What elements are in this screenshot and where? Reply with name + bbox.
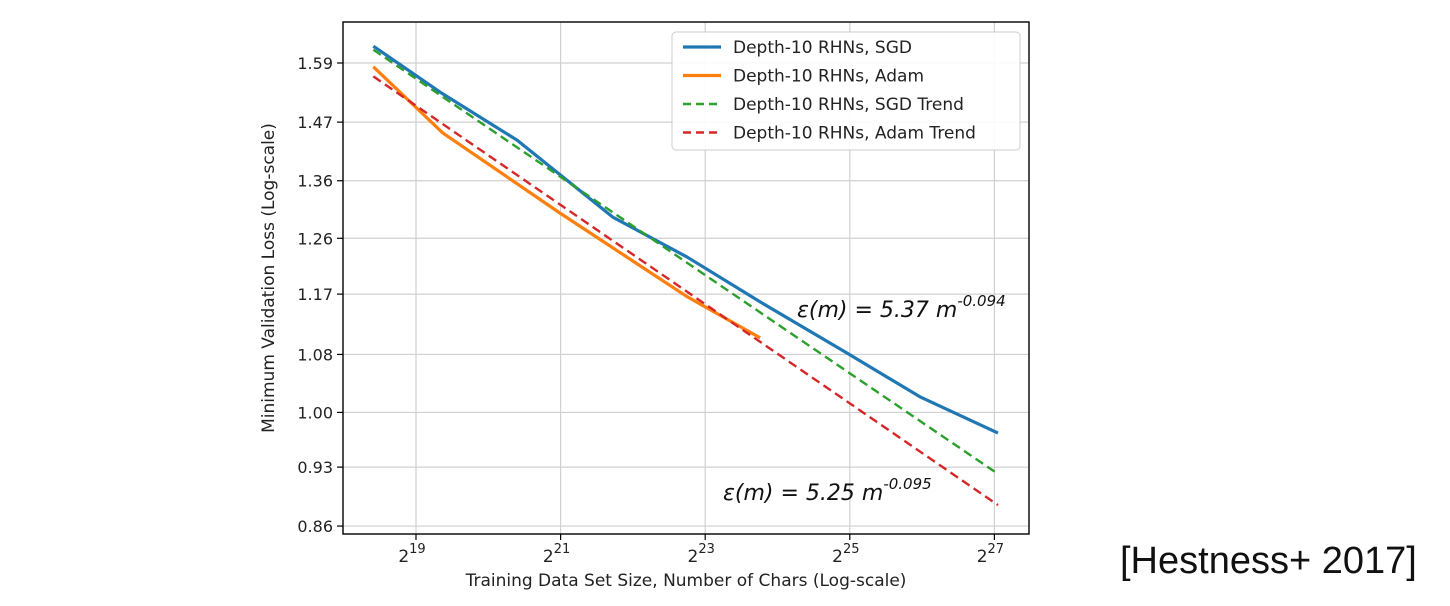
trend-equation: ε(m) = 5.37 m-0.094 [797, 292, 1006, 323]
series-line-3 [372, 75, 999, 507]
x-axis-label: Training Data Set Size, Number of Chars … [465, 571, 907, 591]
y-tick-label: 1.47 [297, 113, 333, 132]
y-tick-label: 1.08 [297, 345, 333, 364]
legend-label: Depth-10 RHNs, Adam Trend [733, 124, 976, 144]
legend-label: Depth-10 RHNs, Adam [733, 67, 924, 87]
legend-box [671, 31, 1021, 151]
plot-frame [342, 21, 1030, 535]
y-tick-label: 1.59 [297, 54, 333, 73]
x-tick-label: 223 [688, 542, 715, 567]
legend-label: Depth-10 RHNs, SGD [733, 38, 912, 58]
y-tick-label: 0.93 [297, 458, 333, 477]
x-tick-label: 221 [543, 542, 570, 567]
y-tick-label: 1.36 [297, 172, 333, 191]
citation: [Hestness+ 2017] [1120, 540, 1417, 582]
legend: Depth-10 RHNs, SGD Depth-10 RHNs, Adam Dep… [671, 31, 1021, 151]
y-tick-label: 1.17 [297, 285, 333, 304]
y-axis-label: Minimum Validation Loss (Log-scale) [259, 123, 279, 433]
series-line-1 [372, 65, 761, 340]
x-tick-label: 219 [398, 542, 425, 567]
x-tick-label: 227 [977, 542, 1004, 567]
series-line-0 [372, 44, 999, 435]
x-tick-label: 225 [832, 542, 859, 567]
y-tick-label: 1.00 [297, 403, 333, 422]
legend-label: Depth-10 RHNs, SGD Trend [733, 95, 964, 115]
y-tick-label: 1.26 [297, 229, 333, 248]
y-tick-label: 0.86 [297, 517, 333, 536]
trend-equation: ε(m) = 5.25 m-0.095 [723, 475, 932, 506]
